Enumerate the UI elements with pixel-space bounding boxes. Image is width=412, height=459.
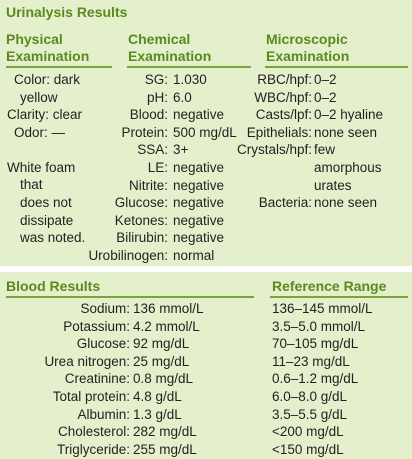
chemical-value: negative (173, 160, 225, 175)
chemical-underline (127, 66, 251, 68)
physical-line: yellow (20, 90, 58, 105)
chemical-value: 6.0 (173, 89, 192, 105)
chemical-label: Bilirubin: (116, 230, 168, 246)
blood-value: 1.3 g/dL (133, 406, 182, 422)
blood-value: 282 mg/dL (133, 424, 197, 440)
physical-note-line: White foam (7, 160, 76, 175)
chemical-value: 500 mg/dL (173, 124, 237, 140)
reference-value: 3.5–5.0 mmol/L (272, 318, 366, 334)
reference-value: 3.5–5.5 g/dL (272, 406, 348, 422)
chemical-heading: Chemical Examination (128, 31, 211, 65)
physical-heading-line2: Examination (6, 48, 90, 64)
microscopic-heading-line2: Examination (266, 48, 350, 64)
section-divider (0, 266, 412, 272)
blood-value: 255 mg/dL (133, 441, 197, 457)
microscopic-value: 0–2 (314, 72, 337, 87)
microscopic-label: RBC/hpf: (257, 72, 312, 87)
reference-value: 6.0–8.0 g/dL (272, 389, 348, 404)
microscopic-value: urates (314, 177, 352, 193)
microscopic-underline (265, 66, 408, 68)
microscopic-label: Epithelials: (246, 124, 312, 140)
chemical-label: pH: (146, 89, 168, 105)
chemical-value: normal (173, 248, 215, 263)
chemical-heading-line1: Chemical (128, 31, 191, 47)
physical-line: Clarity: clear (7, 107, 83, 122)
physical-line: Odor: — (14, 125, 66, 140)
physical-note-line: was noted. (20, 230, 86, 245)
blood-value: 136 mmol/L (133, 301, 204, 316)
microscopic-label: WBC/hpf: (254, 89, 312, 105)
chemical-label: Protein: (121, 124, 168, 140)
microscopic-value: none seen (314, 195, 378, 211)
microscopic-value: 0–2 hyaline (314, 107, 384, 123)
microscopic-value: few (314, 142, 336, 158)
microscopic-label: Bacteria: (258, 195, 312, 211)
chemical-heading-line2: Examination (128, 48, 212, 64)
blood-label: Total protein: (52, 389, 130, 404)
blood-label: Urea nitrogen: (44, 353, 130, 369)
blood-label: Glucose: (76, 336, 130, 352)
microscopic-value: amorphous (314, 160, 382, 175)
blood-value: 0.8 mg/dL (133, 371, 194, 387)
chemical-value: 3+ (173, 142, 189, 158)
reference-value: <200 mg/dL (272, 424, 344, 440)
chemical-value: negative (173, 212, 225, 228)
chemical-label: Blood: (129, 107, 168, 123)
blood-value: 4.8 g/dL (133, 389, 182, 404)
chemical-label: Urobilinogen: (88, 248, 168, 263)
reference-value: <150 mg/dL (272, 441, 344, 457)
blood-label: Albumin: (77, 406, 130, 422)
microscopic-label: Casts/lpf: (255, 107, 312, 123)
chemical-label: Ketones: (114, 212, 168, 228)
chemical-value: negative (173, 177, 225, 193)
chemical-value: negative (173, 230, 225, 246)
blood-label: Sodium: (80, 301, 130, 316)
blood-label: Triglyceride: (56, 441, 130, 457)
reference-value: 70–105 mg/dL (272, 336, 359, 352)
chemical-label: Nitrite: (128, 177, 168, 193)
urinalysis-title: Urinalysis Results (6, 4, 128, 20)
chemical-label: Glucose: (114, 195, 168, 211)
physical-heading: Physical Examination (6, 31, 89, 65)
physical-line: Color: dark (14, 72, 81, 87)
chemical-label: SSA: (137, 142, 168, 158)
blood-label: Cholesterol: (57, 424, 130, 440)
microscopic-value: 0–2 (314, 89, 337, 105)
physical-underline (6, 66, 112, 68)
blood-value: 25 mg/dL (133, 353, 190, 369)
microscopic-label: Crystals/hpf: (236, 142, 312, 158)
microscopic-heading: Microscopic Examination (266, 31, 349, 65)
chemical-value: negative (173, 195, 225, 211)
physical-note-line: that (20, 177, 43, 192)
blood-value: 92 mg/dL (133, 336, 190, 352)
blood-label: Creatinine: (64, 371, 130, 387)
reference-heading: Reference Range (272, 278, 387, 294)
physical-note-line: dissipate (20, 213, 74, 228)
chemical-value: negative (173, 107, 225, 123)
blood-heading: Blood Results (6, 278, 101, 294)
blood-underline (6, 296, 254, 298)
chemical-label: SG: (144, 72, 168, 87)
chemical-label: LE: (147, 160, 168, 175)
blood-value: 4.2 mmol/L (133, 318, 200, 334)
physical-heading-line1: Physical (6, 31, 63, 47)
reference-value: 11–23 mg/dL (272, 353, 350, 369)
microscopic-value: none seen (314, 124, 378, 140)
reference-value: 0.6–1.2 mg/dL (272, 371, 359, 387)
chemical-value: 1.030 (173, 72, 207, 87)
reference-underline (270, 296, 408, 298)
microscopic-heading-line1: Microscopic (266, 31, 348, 47)
blood-label: Potassium: (63, 318, 130, 334)
physical-note-line: does not (20, 195, 72, 210)
reference-value: 136–145 mmol/L (272, 301, 373, 316)
